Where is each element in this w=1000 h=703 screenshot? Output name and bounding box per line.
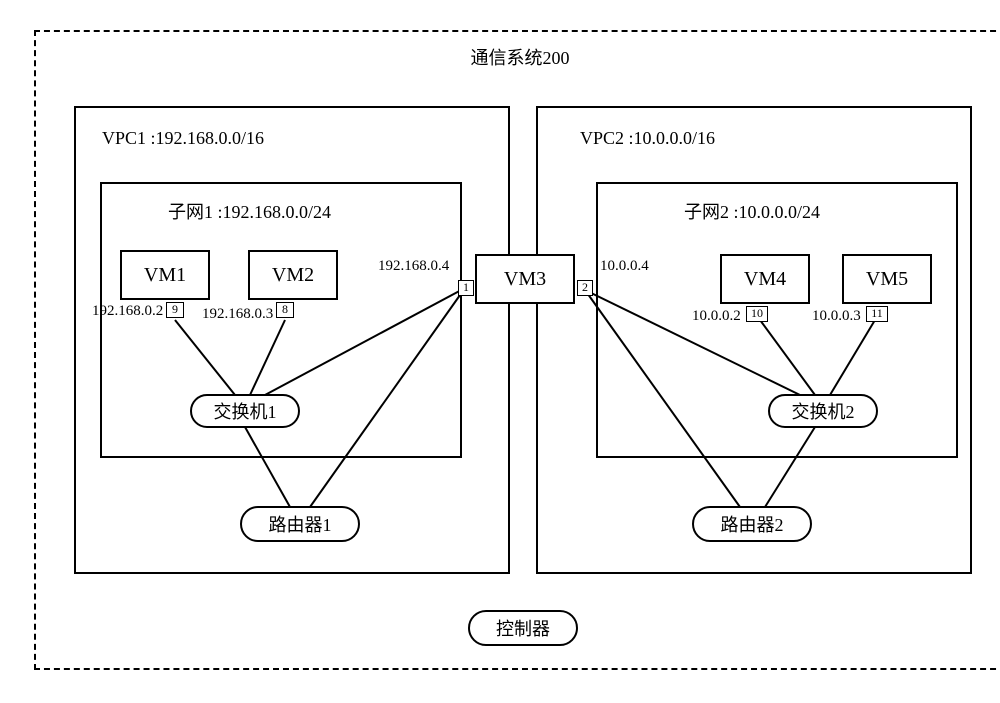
vm3-right-port: 2 [577,280,593,296]
vpc1-label: VPC1 :192.168.0.0/16 [102,128,264,149]
subnet1-label: 子网1 :192.168.0.0/24 [168,198,331,224]
vm2-name: VM2 [272,264,314,287]
vpc2-label: VPC2 :10.0.0.0/16 [580,128,715,149]
vm1-name: VM1 [144,264,186,287]
vm1-port: 9 [166,302,184,318]
vm3-right-ip: 10.0.0.4 [600,258,649,275]
vm2-ip: 192.168.0.3 [202,306,273,323]
router1: 路由器1 [240,506,360,542]
switch2: 交换机2 [768,394,878,428]
subnet2-label: 子网2 :10.0.0.0/24 [684,198,820,224]
vm5-port: 11 [866,306,888,322]
vm4-name: VM4 [744,268,786,291]
diagram-canvas: 通信系统200 VPC1 :192.168.0.0/16 子网1 :192.16… [20,20,1000,683]
vm3-left-ip: 192.168.0.4 [378,258,449,275]
vm2-port: 8 [276,302,294,318]
vm4-box: VM4 [720,254,810,304]
vm3-left-port: 1 [458,280,474,296]
vm5-box: VM5 [842,254,932,304]
vm2-box: VM2 [248,250,338,300]
vm4-port: 10 [746,306,768,322]
vm5-name: VM5 [866,268,908,291]
vm4-ip: 10.0.0.2 [692,308,741,325]
system-title: 通信系统200 [36,44,1000,70]
vm3-box: VM3 [475,254,575,304]
controller: 控制器 [468,610,578,646]
router2: 路由器2 [692,506,812,542]
vm5-ip: 10.0.0.3 [812,308,861,325]
vm1-ip: 192.168.0.2 [92,303,163,320]
vm1-box: VM1 [120,250,210,300]
switch1: 交换机1 [190,394,300,428]
vm3-name: VM3 [504,268,546,291]
